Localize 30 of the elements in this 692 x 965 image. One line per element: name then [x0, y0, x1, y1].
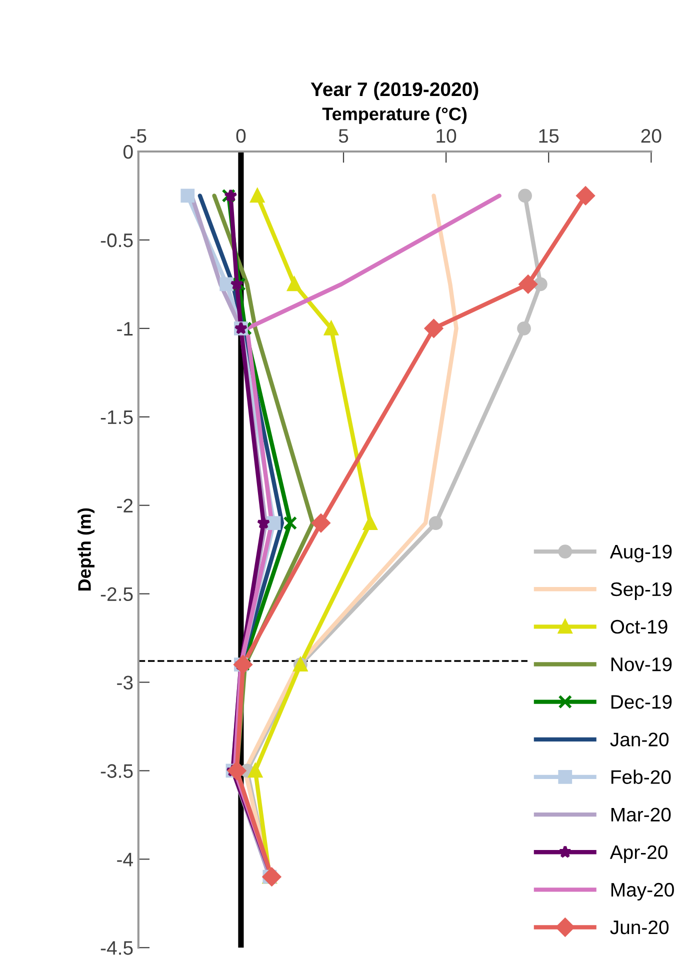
x-tick-label: 5	[338, 129, 348, 143]
x-tick-label: 15	[539, 129, 559, 143]
legend-label: Feb-20	[611, 770, 671, 784]
y-axis-title: Depth (m)	[78, 508, 94, 590]
y-tick-label: -0.5	[100, 233, 133, 248]
y-tick-label: -4	[117, 852, 133, 866]
legend-label: Apr-20	[610, 845, 668, 863]
y-tick-label: -1	[117, 322, 133, 336]
x-tick-label: 0	[236, 129, 246, 143]
legend-label: Jan-20	[610, 732, 669, 746]
legend-label: Jun-20	[610, 920, 669, 934]
y-tick-label: -3.5	[100, 764, 133, 778]
y-tick-label: 0	[123, 144, 133, 159]
x-tick-label: 20	[641, 129, 662, 143]
legend-label: Aug-19	[610, 544, 672, 562]
legend-label: Dec-19	[611, 695, 672, 709]
legend-label: Mar-20	[611, 808, 671, 822]
legend-label: Sep-19	[610, 582, 672, 600]
y-tick-label: -3	[117, 676, 133, 690]
y-tick-label: -1.5	[100, 410, 133, 424]
x-tick-label: -5	[130, 129, 146, 143]
x-axis-title: Temperature (°C)	[322, 107, 467, 124]
y-tick-label: -2	[117, 498, 133, 512]
legend-label: Oct-19	[610, 620, 668, 634]
legend-label: May-20	[611, 882, 674, 901]
chart-title: Year 7 (2019-2020)	[310, 82, 478, 100]
legend-label: Nov-19	[611, 657, 672, 672]
y-tick-label: -2.5	[100, 587, 133, 602]
y-tick-label: -4.5	[100, 941, 133, 955]
x-tick-label: 10	[436, 129, 456, 143]
